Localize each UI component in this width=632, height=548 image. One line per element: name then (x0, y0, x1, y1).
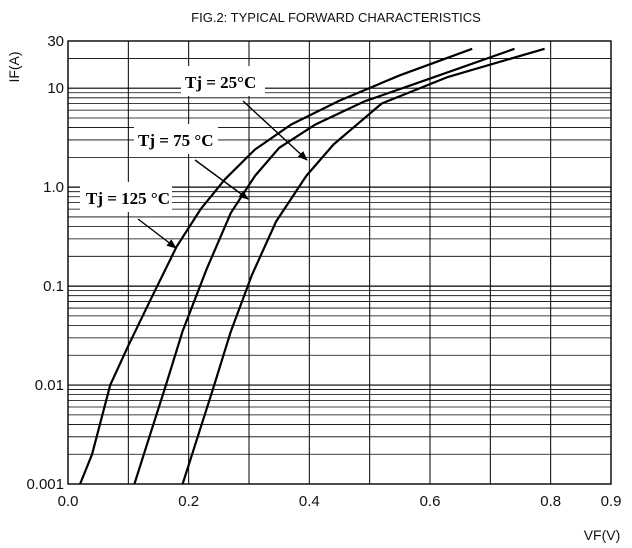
y-tick-label: 10 (47, 80, 64, 97)
y-tick-label: 30 (47, 33, 64, 50)
series-line (79, 47, 473, 485)
x-tick-label: 0.0 (58, 493, 79, 510)
series-lines (79, 47, 545, 485)
x-tick-label: 0.9 (601, 493, 622, 510)
y-tick-label: 0.01 (35, 377, 64, 394)
tick-labels: 0.0 0.2 0.4 0.6 0.8 0.9 0.001 0.01 0.1 1.0 10 30 (26, 33, 621, 510)
annotation-box (80, 182, 172, 212)
annotation-label: Tj = 25°C (185, 73, 256, 92)
y-axis-label: IF(A) (6, 51, 22, 82)
annotation-label: Tj = 75 °C (138, 131, 214, 150)
x-tick-label: 0.4 (299, 493, 320, 510)
annotation-arrow (194, 159, 249, 200)
x-tick-label: 0.8 (540, 493, 561, 510)
annotation-arrow (137, 218, 177, 249)
y-tick-label: 0.001 (26, 476, 64, 493)
series-line (133, 47, 515, 485)
grid-lines (68, 41, 611, 484)
annotation-box (134, 124, 218, 154)
chart-title: FIG.2: TYPICAL FORWARD CHARACTERISTICS (191, 10, 481, 25)
annotations: Tj = 25°C Tj = 75 °C Tj = 125 °C (80, 66, 308, 249)
plot-border (67, 40, 612, 485)
x-axis-label: VF(V) (584, 527, 621, 543)
y-tick-label: 1.0 (43, 179, 64, 196)
y-tick-label: 0.1 (43, 278, 64, 295)
series-line (181, 47, 545, 485)
x-tick-label: 0.2 (178, 493, 199, 510)
annotation-box (181, 66, 265, 96)
annotation-arrow (242, 100, 308, 161)
annotation-label: Tj = 125 °C (86, 189, 170, 208)
x-tick-label: 0.6 (420, 493, 441, 510)
